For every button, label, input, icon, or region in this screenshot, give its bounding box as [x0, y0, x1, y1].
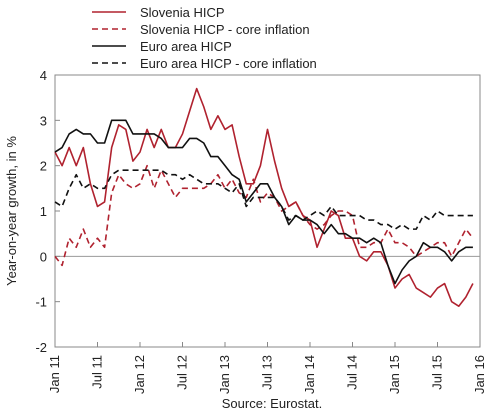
series-lines — [54, 87, 474, 308]
legend-label: Euro area HICP - core inflation — [140, 56, 317, 71]
series-line-0 — [54, 87, 474, 308]
legend: Slovenia HICP Slovenia HICP - core inflat… — [92, 5, 317, 71]
legend-label: Slovenia HICP — [140, 5, 225, 20]
series-line-3 — [54, 169, 473, 230]
y-tick-label: 0 — [40, 249, 47, 264]
y-tick-label: -1 — [35, 295, 47, 310]
source-note: Source: Eurostat. — [222, 396, 322, 411]
x-tick-label: Jan 14 — [302, 355, 317, 394]
x-tick-label: Jul 13 — [260, 355, 275, 390]
x-tick-label: Jan 11 — [47, 355, 62, 393]
y-tick-label: 1 — [40, 204, 47, 219]
y-tick-label: -2 — [35, 340, 47, 355]
x-tick-label: Jan 13 — [217, 355, 232, 394]
x-tick-label: Jan 12 — [132, 355, 147, 394]
legend-label: Euro area HICP — [140, 39, 232, 54]
series-line-1 — [54, 164, 474, 267]
plot-area: -2 -1 0 1 2 3 4 Jan 11 Jul 11 Jan 12 Jul 12 Jan 13… — [35, 68, 487, 394]
x-tick-label: Jan 16 — [472, 355, 487, 394]
x-tick-label: Jul 12 — [175, 355, 190, 390]
y-tick-label: 2 — [40, 159, 47, 174]
x-tick-label: Jul 11 — [90, 355, 105, 389]
plot-frame — [54, 74, 481, 348]
x-tick-label: Jul 15 — [430, 355, 445, 390]
legend-label: Slovenia HICP - core inflation — [140, 22, 310, 37]
y-tick-label: 3 — [40, 113, 47, 128]
x-tick-label: Jan 15 — [387, 355, 402, 394]
x-axis-ticks: Jan 11 Jul 11 Jan 12 Jul 12 Jan 13 Jul 13 Jan … — [47, 342, 487, 394]
y-tick-label: 4 — [40, 68, 47, 83]
y-axis-ticks: -2 -1 0 1 2 3 4 — [35, 68, 60, 355]
series-line-2 — [54, 119, 473, 285]
y-axis-title: Year-on-year growth, in % — [4, 136, 19, 286]
x-tick-label: Jul 14 — [345, 355, 360, 390]
